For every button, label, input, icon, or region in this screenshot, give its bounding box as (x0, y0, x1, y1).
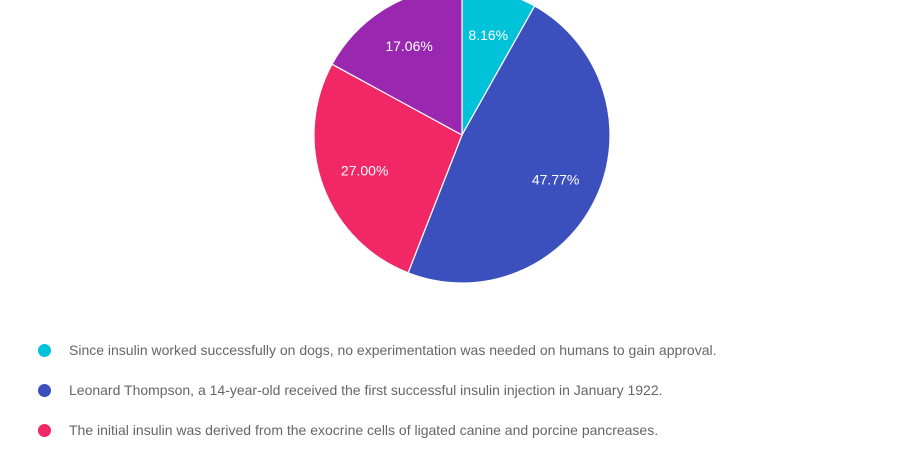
pie-chart: 8.16% 47.77% 27.00% 17.06% (313, 0, 611, 284)
legend-item[interactable]: Leonard Thompson, a 14-year-old received… (38, 380, 717, 400)
legend-dot-icon (38, 343, 51, 357)
legend-item[interactable]: The initial insulin was derived from the… (38, 420, 717, 440)
legend-label: The initial insulin was derived from the… (69, 422, 659, 438)
legend-dot-icon (38, 383, 51, 397)
legend-label: Leonard Thompson, a 14-year-old received… (69, 382, 663, 398)
pie-slice[interactable] (331, 0, 463, 137)
legend: Since insulin worked successfully on dog… (38, 340, 717, 460)
slice-data-label: 8.16% (468, 27, 508, 43)
legend-label: Since insulin worked successfully on dog… (69, 342, 717, 358)
slice-data-label: 17.06% (385, 38, 432, 54)
legend-item[interactable]: Since insulin worked successfully on dog… (38, 340, 717, 360)
slice-data-label: 27.00% (341, 162, 388, 178)
pie-slice[interactable] (407, 5, 611, 284)
pie-slice[interactable] (313, 63, 463, 274)
legend-dot-icon (38, 423, 51, 437)
slice-data-label: 47.77% (532, 171, 579, 187)
